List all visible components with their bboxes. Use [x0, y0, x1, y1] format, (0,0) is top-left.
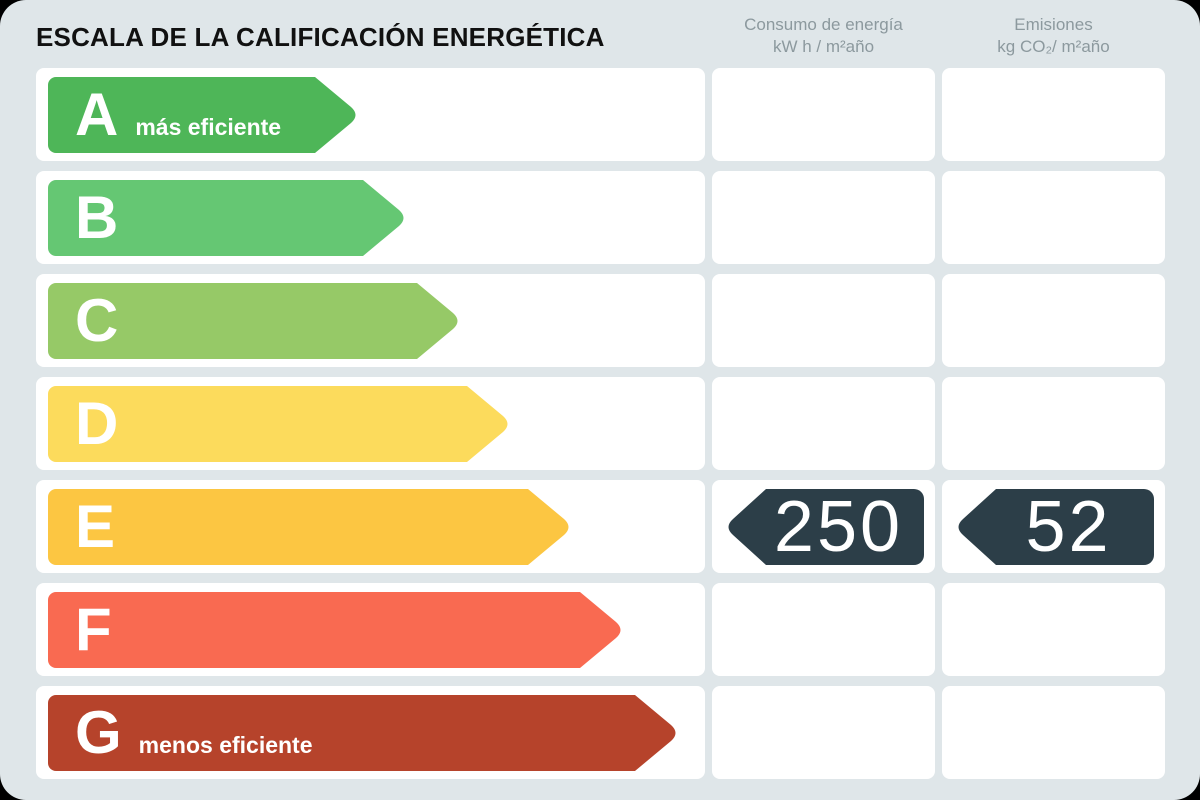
rating-arrow-a: A más eficiente [48, 76, 360, 153]
emissions-header-line2: kg CO₂/ m²año [997, 37, 1110, 57]
rating-row-b: B [36, 171, 1165, 264]
energy-value: 250 [773, 486, 904, 567]
energy-value-marker: 250 [724, 486, 924, 567]
rating-row-e: E 250 [36, 480, 1165, 573]
scale-cell-c: C [36, 274, 705, 367]
emissions-cell-c [942, 274, 1165, 367]
scale-cell-a: A más eficiente [36, 68, 705, 161]
rating-row-d: D [36, 377, 1165, 470]
scale-cell-b: B [36, 171, 705, 264]
scale-cell-g: G menos eficiente [36, 686, 705, 779]
emissions-cell-e: 52 [942, 480, 1165, 573]
rating-arrow-c-body: C [48, 282, 417, 359]
energy-cell-b [712, 171, 935, 264]
emissions-header-line1: Emisiones [1014, 15, 1093, 34]
scale-cell-e: E [36, 480, 705, 573]
rating-arrow-f-body: F [48, 591, 580, 668]
emissions-value-marker: 52 [954, 486, 1154, 567]
page-title: ESCALA DE LA CALIFICACIÓN ENERGÉTICA [36, 22, 605, 52]
rating-arrow-g-body: G menos eficiente [48, 694, 635, 771]
rating-arrow-e-head-icon [528, 488, 569, 565]
left-arrow-icon [728, 488, 766, 565]
emissions-cell-d [942, 377, 1165, 470]
emissions-cell-g [942, 686, 1165, 779]
energy-cell-a [712, 68, 935, 161]
rating-arrow-d-body: D [48, 385, 467, 462]
rating-letter-f: F [75, 595, 112, 663]
energy-cell-g [712, 686, 935, 779]
rating-arrow-f-head-icon [580, 591, 621, 668]
rating-row-c: C [36, 274, 1165, 367]
rating-label-a: más eficiente [135, 113, 282, 140]
rating-arrow-e: E [48, 488, 573, 565]
energy-header-line1: Consumo de energía [744, 15, 903, 34]
emissions-value-body: 52 [995, 486, 1154, 567]
rating-arrow-e-body: E [48, 488, 528, 565]
energy-header-line2: kW h / m²año [772, 37, 875, 57]
energy-cell-e: 250 [712, 480, 935, 573]
scale-cell-d: D [36, 377, 705, 470]
left-arrow-icon [958, 488, 996, 565]
rating-arrow-b: B [48, 179, 408, 256]
rating-arrow-g-head-icon [635, 694, 676, 771]
rating-letter-d: D [75, 389, 119, 457]
emissions-cell-f [942, 583, 1165, 676]
header-row: ESCALA DE LA CALIFICACIÓN ENERGÉTICA Con… [36, 0, 1165, 68]
scale-cell-f: F [36, 583, 705, 676]
rating-letter-b: B [75, 183, 119, 251]
rating-arrow-b-body: B [48, 179, 363, 256]
rating-label-g: menos eficiente [138, 731, 313, 758]
emissions-cell-a [942, 68, 1165, 161]
rating-letter-e: E [75, 492, 116, 560]
energy-column-header: Consumo de energía kW h / m²año [712, 0, 935, 68]
rating-arrow-a-head-icon [315, 76, 356, 153]
energy-cell-d [712, 377, 935, 470]
energy-cell-f [712, 583, 935, 676]
rating-letter-c: C [75, 286, 119, 354]
energy-cell-c [712, 274, 935, 367]
rating-arrow-a-body: A más eficiente [48, 76, 315, 153]
rating-arrow-d: D [48, 385, 512, 462]
emissions-column-header: Emisiones kg CO₂/ m²año [942, 0, 1165, 68]
emissions-value: 52 [1025, 486, 1112, 567]
rating-arrow-c: C [48, 282, 462, 359]
rating-arrow-c-head-icon [417, 282, 458, 359]
rating-letter-a: A [75, 80, 119, 148]
rating-letter-g: G [75, 698, 122, 766]
rating-arrow-g: G menos eficiente [48, 694, 680, 771]
rating-row-a: A más eficiente [36, 68, 1165, 161]
rating-row-g: G menos eficiente [36, 686, 1165, 779]
rating-row-f: F [36, 583, 1165, 676]
emissions-cell-b [942, 171, 1165, 264]
rating-arrow-b-head-icon [363, 179, 404, 256]
rating-arrow-d-head-icon [467, 385, 508, 462]
energy-value-body: 250 [765, 486, 924, 567]
rating-arrow-f: F [48, 591, 625, 668]
